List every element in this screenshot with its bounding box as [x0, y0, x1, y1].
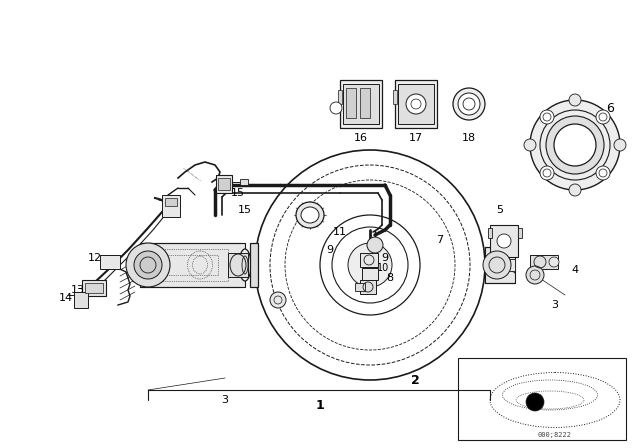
Circle shape	[540, 110, 554, 124]
Circle shape	[497, 234, 511, 248]
Circle shape	[596, 110, 610, 124]
Ellipse shape	[546, 116, 604, 174]
Bar	[100, 255, 120, 269]
Text: 15: 15	[231, 188, 245, 198]
Bar	[216, 175, 232, 193]
Bar	[490, 259, 515, 271]
Bar	[74, 292, 88, 308]
Ellipse shape	[554, 124, 596, 166]
Text: 17: 17	[409, 133, 423, 143]
Text: 000;8222: 000;8222	[538, 432, 572, 438]
Circle shape	[348, 243, 392, 287]
Text: 7: 7	[436, 235, 444, 245]
Bar	[346, 88, 356, 118]
Circle shape	[596, 166, 610, 180]
Circle shape	[270, 292, 286, 308]
Bar	[393, 90, 397, 104]
Bar	[458, 358, 626, 440]
Circle shape	[367, 237, 383, 253]
Ellipse shape	[296, 202, 324, 228]
Bar	[518, 228, 522, 238]
Text: 4: 4	[572, 265, 579, 275]
Text: 3: 3	[221, 395, 228, 405]
Bar	[530, 255, 558, 269]
Circle shape	[549, 257, 559, 267]
Text: 2: 2	[411, 374, 419, 387]
Bar	[485, 247, 515, 283]
Bar	[162, 195, 180, 217]
Bar	[165, 198, 177, 206]
Bar	[218, 178, 230, 190]
Bar	[360, 280, 376, 294]
Ellipse shape	[458, 93, 480, 115]
Bar	[355, 283, 365, 291]
Bar	[360, 253, 378, 267]
Text: 14: 14	[59, 293, 73, 303]
Circle shape	[134, 251, 162, 279]
Bar	[158, 255, 218, 275]
Ellipse shape	[453, 88, 485, 120]
Bar	[140, 243, 245, 287]
Bar	[395, 80, 437, 128]
Bar	[490, 225, 518, 257]
Text: 11: 11	[333, 227, 347, 237]
Text: 8: 8	[387, 273, 394, 283]
Text: 9: 9	[326, 245, 333, 255]
Bar	[228, 253, 248, 277]
Bar	[340, 80, 382, 128]
Bar	[240, 179, 248, 185]
Bar	[398, 84, 434, 124]
Circle shape	[569, 184, 581, 196]
Circle shape	[569, 94, 581, 106]
Bar	[343, 84, 379, 124]
Ellipse shape	[239, 249, 251, 281]
Bar	[250, 243, 258, 287]
Ellipse shape	[301, 207, 319, 223]
Text: 5: 5	[497, 205, 504, 215]
Bar	[82, 280, 106, 296]
Text: 6: 6	[606, 102, 614, 115]
Text: 18: 18	[462, 133, 476, 143]
Bar	[488, 228, 492, 238]
Circle shape	[524, 139, 536, 151]
Bar	[85, 283, 103, 293]
Text: 3: 3	[552, 300, 559, 310]
Text: 12: 12	[88, 253, 102, 263]
Circle shape	[330, 102, 342, 114]
Circle shape	[126, 243, 170, 287]
Circle shape	[526, 393, 544, 411]
Text: 16: 16	[354, 133, 368, 143]
Circle shape	[483, 251, 511, 279]
Text: 9: 9	[381, 253, 388, 263]
Text: 1: 1	[316, 399, 324, 412]
Circle shape	[406, 94, 426, 114]
Bar	[360, 88, 370, 118]
Bar	[148, 249, 228, 281]
Circle shape	[614, 139, 626, 151]
Ellipse shape	[530, 100, 620, 190]
Bar	[338, 90, 342, 104]
Circle shape	[526, 266, 544, 284]
Circle shape	[540, 166, 554, 180]
Text: 10: 10	[377, 263, 389, 273]
Text: 13: 13	[71, 285, 85, 295]
Bar	[362, 268, 378, 280]
Text: 15: 15	[238, 205, 252, 215]
